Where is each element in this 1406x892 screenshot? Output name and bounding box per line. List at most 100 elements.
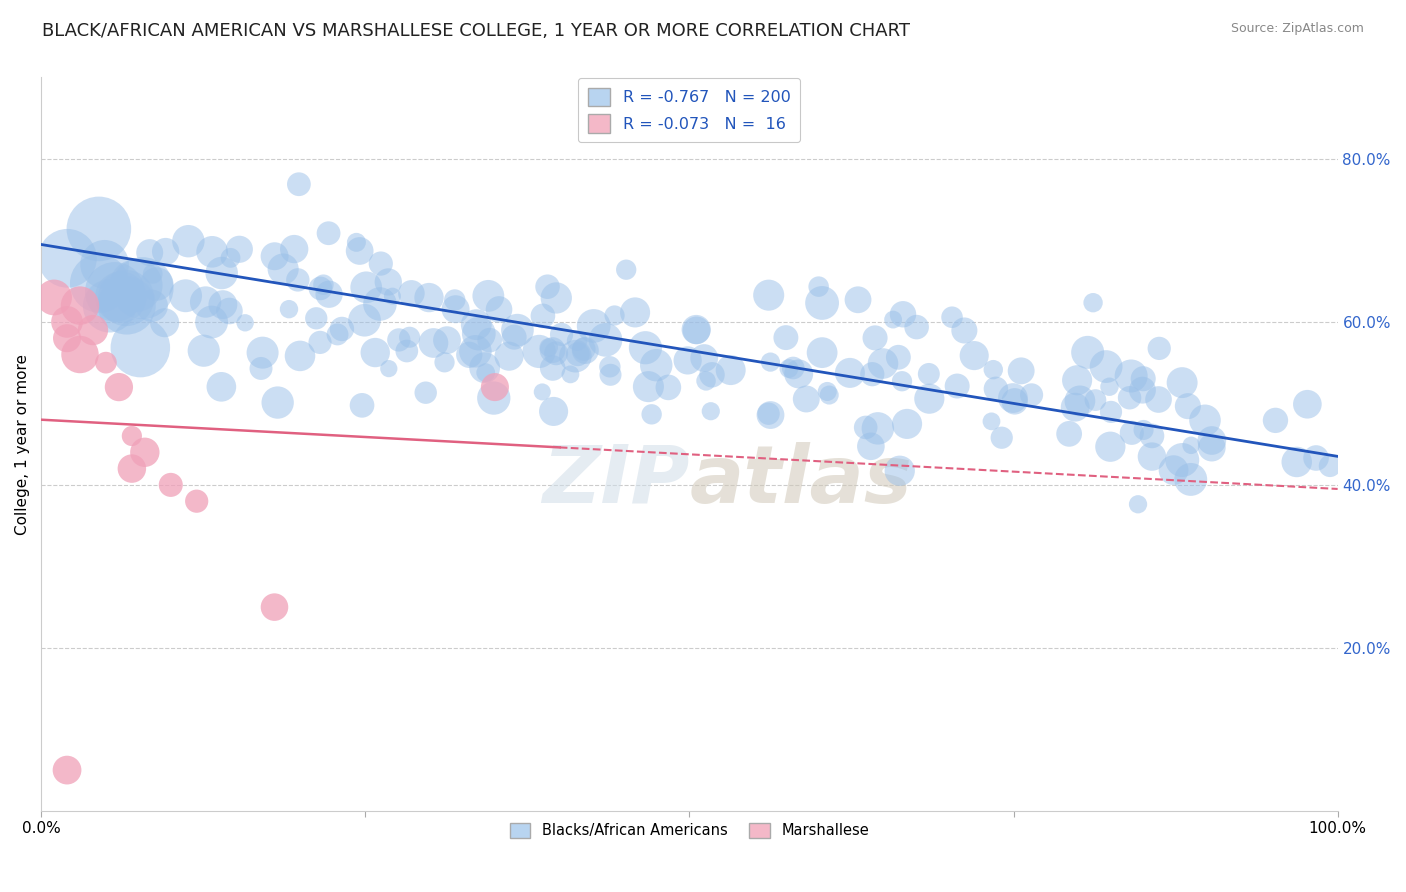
Point xyxy=(1201,434,1223,448)
Point xyxy=(477,289,499,303)
Point xyxy=(891,374,914,388)
Point xyxy=(599,359,621,374)
Point xyxy=(634,341,657,355)
Point xyxy=(266,395,288,409)
Point xyxy=(918,367,941,381)
Point xyxy=(887,351,910,365)
Point xyxy=(465,318,488,332)
Point xyxy=(1121,425,1143,440)
Point xyxy=(129,341,152,355)
Point xyxy=(368,297,391,311)
Point xyxy=(159,478,181,492)
Point xyxy=(1132,372,1154,386)
Point xyxy=(1194,413,1216,427)
Point xyxy=(288,349,311,363)
Point xyxy=(108,380,131,394)
Point xyxy=(318,226,340,240)
Text: BLACK/AFRICAN AMERICAN VS MARSHALLESE COLLEGE, 1 YEAR OR MORE CORRELATION CHART: BLACK/AFRICAN AMERICAN VS MARSHALLESE CO… xyxy=(42,22,910,40)
Point xyxy=(700,404,723,418)
Point xyxy=(541,343,564,357)
Point xyxy=(640,408,662,422)
Point xyxy=(685,323,707,337)
Point xyxy=(305,311,328,326)
Point xyxy=(498,349,520,363)
Point xyxy=(349,244,371,258)
Point xyxy=(859,439,882,453)
Point xyxy=(560,368,582,382)
Point xyxy=(637,379,659,393)
Point xyxy=(782,361,804,376)
Point xyxy=(115,299,138,313)
Point xyxy=(918,392,941,406)
Point xyxy=(287,273,309,287)
Point xyxy=(211,266,233,280)
Point xyxy=(1077,345,1099,359)
Point xyxy=(468,326,491,341)
Point xyxy=(121,429,143,443)
Point xyxy=(657,380,679,394)
Point xyxy=(565,334,588,348)
Point xyxy=(1099,440,1122,454)
Point xyxy=(872,357,894,371)
Point xyxy=(153,316,176,330)
Point xyxy=(980,414,1002,428)
Point xyxy=(645,358,668,372)
Point xyxy=(1126,497,1149,511)
Point xyxy=(582,318,605,333)
Point xyxy=(1147,342,1170,356)
Point xyxy=(1121,369,1143,384)
Point xyxy=(69,299,91,313)
Point xyxy=(624,305,647,319)
Point xyxy=(134,445,156,459)
Point xyxy=(543,404,565,418)
Point xyxy=(398,330,420,344)
Point xyxy=(1066,373,1088,387)
Point xyxy=(250,361,273,376)
Point xyxy=(354,280,377,294)
Point xyxy=(811,345,834,359)
Point xyxy=(531,309,554,323)
Point xyxy=(228,242,250,256)
Point xyxy=(990,431,1012,445)
Point xyxy=(401,286,423,301)
Point xyxy=(676,353,699,368)
Point xyxy=(775,330,797,344)
Point xyxy=(815,384,838,399)
Point xyxy=(1069,393,1091,408)
Point xyxy=(1095,359,1118,374)
Point xyxy=(488,302,510,317)
Point xyxy=(981,362,1004,376)
Point xyxy=(787,367,810,381)
Point xyxy=(1010,364,1032,378)
Point xyxy=(194,295,217,310)
Text: atlas: atlas xyxy=(689,442,912,520)
Point xyxy=(506,323,529,337)
Point xyxy=(1177,399,1199,413)
Point xyxy=(695,374,717,388)
Point xyxy=(1081,295,1104,310)
Point xyxy=(212,298,235,312)
Point xyxy=(863,331,886,345)
Point xyxy=(1064,401,1087,415)
Point xyxy=(1140,450,1163,464)
Point xyxy=(381,289,404,303)
Point xyxy=(778,361,800,376)
Point xyxy=(614,262,637,277)
Point xyxy=(866,421,889,435)
Point xyxy=(889,464,911,478)
Point xyxy=(56,252,79,266)
Point xyxy=(364,345,387,359)
Y-axis label: College, 1 year or more: College, 1 year or more xyxy=(15,353,30,534)
Point xyxy=(546,346,568,360)
Point xyxy=(87,222,110,236)
Point xyxy=(418,291,440,305)
Point xyxy=(1201,441,1223,455)
Point xyxy=(720,363,742,377)
Point xyxy=(531,384,554,399)
Point xyxy=(193,343,215,358)
Point xyxy=(330,322,353,336)
Point xyxy=(1132,423,1154,437)
Point xyxy=(484,380,506,394)
Point xyxy=(131,281,153,295)
Point xyxy=(503,330,526,344)
